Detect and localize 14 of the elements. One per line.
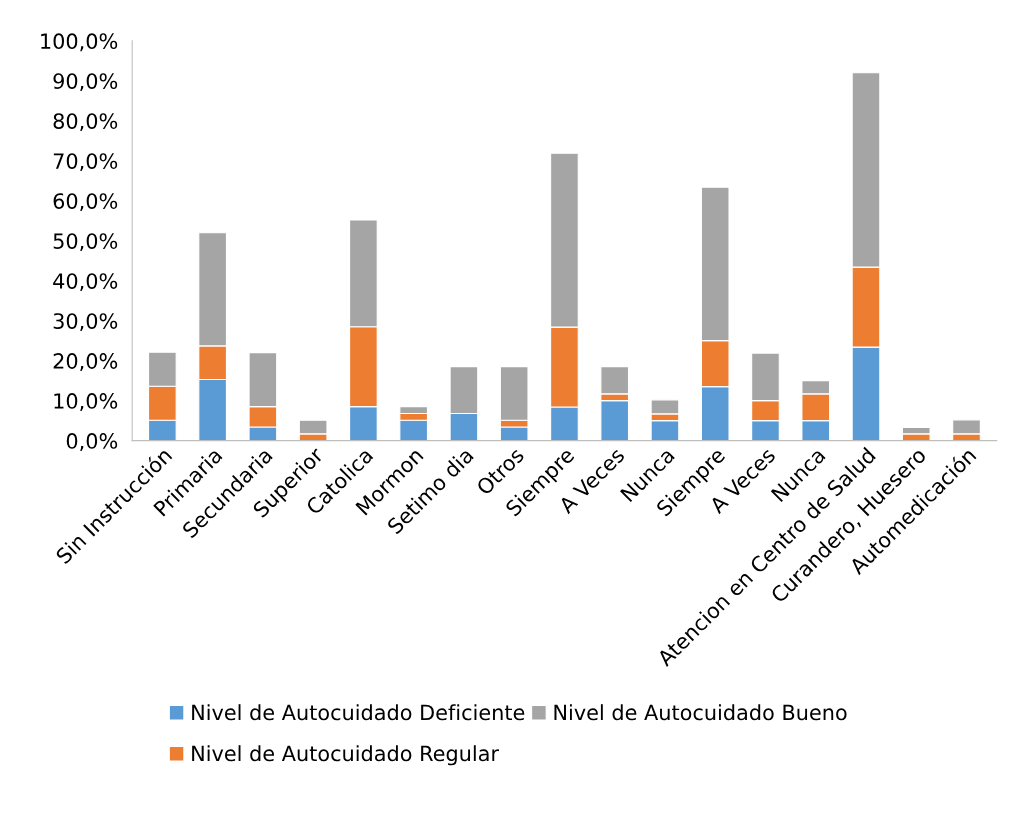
y-tick-label: 40,0% (53, 273, 118, 292)
legend-label: Nivel de Autocuidado Regular (192, 745, 500, 766)
legend-label: Nivel de Autocuidado Deficiente (192, 704, 525, 721)
y-tick-label: 100,0% (41, 33, 118, 52)
y-tick-label: 90,0% (53, 73, 118, 92)
y-tick-label: 0,0% (66, 433, 118, 451)
y-tick-label: 20,0% (53, 353, 118, 372)
y-tick-label: 50,0% (53, 233, 118, 252)
y-tick-label: 10,0% (54, 393, 118, 411)
y-tick-label: 60,0% (53, 193, 118, 212)
y-tick-label: 30,0% (53, 313, 118, 332)
legend-label: Nivel de Autocuidado Bueno (554, 704, 847, 721)
y-tick-label: 70,0% (53, 153, 118, 172)
y-tick-label: 80,0% (53, 113, 118, 132)
